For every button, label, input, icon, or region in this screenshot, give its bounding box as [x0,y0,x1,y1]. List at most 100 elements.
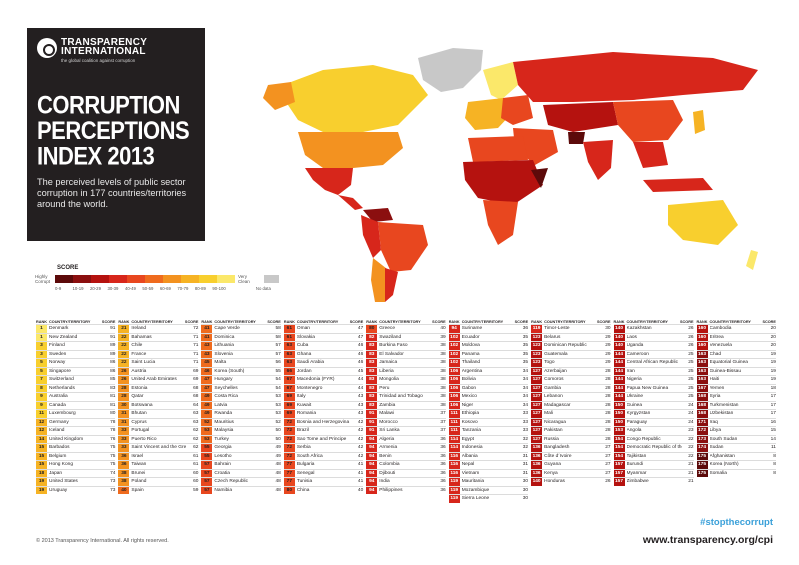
header-country: COUNTRY/TERRITORY [214,320,256,324]
column-header: RANK COUNTRY/TERRITORY SCORE [36,318,115,324]
rank-cell: 127 [531,427,543,435]
table-row: 83 Liberia 38 [366,366,446,375]
table-row: 123 Guatemala 29 [531,349,611,358]
table-row: 127 Lebanon 28 [531,392,611,401]
score-cell: 8 [773,470,776,476]
legend-swatch [109,275,127,283]
rank-cell: 157 [613,478,625,486]
column-header: RANK COUNTRY/TERRITORY SCORE [118,318,198,324]
table-row: 11 Luxembourg 80 [36,409,116,418]
ranking-tables: RANK COUNTRY/TERRITORY SCORE 1 Denmark 91 1 New… [36,318,776,503]
score-cell: 25 [688,394,694,399]
country-cell: Togo [544,360,555,365]
score-cell: 25 [688,360,694,365]
score-cell: 91 [110,326,116,331]
country-cell: Suriname [461,326,483,331]
country-cell: Haiti [709,377,720,382]
country-cell: Japan [49,470,63,476]
rank-cell: 94 [366,435,378,443]
table-row: 36 Israel 61 [118,451,199,460]
rank-cell: 144 [613,384,625,392]
legend-ticks: 0-9 10-19 20-29 30-39 40-49 50-59 60-69 70-79 80… [55,286,285,291]
score-cell: 49 [275,445,281,450]
score-cell: 60 [193,479,199,484]
map-andes [361,215,381,258]
score-cell: 69 [193,377,199,382]
table-row: 3 Sweden 89 [36,349,116,358]
rank-cell: 83 [366,376,378,384]
score-cell: 20 [770,343,776,348]
table-row: 154 Congo Republic 22 [613,434,694,443]
table-row: 41 Cape Verde 58 [201,324,281,333]
country-cell: Greece [379,326,395,331]
table-row: 61 Oman 47 [283,324,364,333]
score-cell: 44 [357,377,364,382]
score-cell: 45 [357,368,364,374]
score-cell: 78 [110,419,116,425]
score-cell: 46 [357,343,364,348]
country-cell: Panama [461,351,480,357]
score-cell: 19 [770,368,776,374]
country-cell: Ghana [296,351,312,357]
table-row: 63 Ghana 46 [283,349,364,358]
score-cell: 38 [440,368,446,374]
country-cell: Switzerland [49,377,74,382]
country-cell: Mali [544,411,553,416]
score-cell: 34 [522,385,529,391]
table-row: 26 Austria 69 [118,366,199,375]
country-cell: Tanzania [461,428,481,433]
rank-cell: 22 [118,342,130,350]
score-cell: 71 [193,351,199,357]
country-cell: Ireland [131,326,147,331]
country-cell: Laos [626,334,637,340]
map-mexico [305,168,353,195]
country-cell: Israel [131,453,144,459]
rank-cell: 140 [531,478,543,486]
header-country: COUNTRY/TERRITORY [461,320,504,324]
table-row: 175 Somalia 8 [696,468,776,477]
table-row: 150 Guinea 24 [613,400,694,409]
country-cell: South Africa [296,453,323,459]
score-cell: 36 [440,453,446,459]
rank-cell: 175 [696,469,708,477]
header-country: COUNTRY/TERRITORY [49,320,91,324]
table-row: 61 Slovakia 47 [283,332,364,341]
table-row: 43 Slovenia 57 [201,349,281,358]
score-cell: 35 [522,351,529,357]
country-cell: Australia [49,394,68,399]
rank-cell: 11 [36,410,47,418]
country-cell: Seychelles [214,385,238,391]
rank-cell: 106 [448,367,460,375]
column-header: RANK COUNTRY/TERRITORY SCORE [449,318,528,324]
hashtag-link[interactable]: #stopthecorrupt [700,517,773,528]
website-link[interactable]: www.transparency.org/cpi [642,534,773,546]
country-cell: Eritrea [709,334,724,340]
country-cell: Cambodia [709,326,732,331]
country-cell: Sri Lanka [379,428,400,433]
rank-cell: 116 [448,452,460,460]
rank-cell: 111 [448,418,460,426]
map-alaska [263,82,295,110]
table-row: 94 Colombia 36 [366,460,446,469]
rank-cell: 127 [531,393,543,401]
score-cell: 62 [193,436,199,442]
score-cell: 28 [605,436,611,442]
country-cell: Nicaragua [544,419,566,425]
column-header: RANK COUNTRY/TERRITORY SCORE [697,318,776,324]
rank-cell: 1 [36,333,47,341]
score-cell: 25 [688,385,694,391]
country-cell: Dominican Republic [544,343,587,348]
rank-cell: 140 [613,333,625,341]
score-cell: 38 [440,351,446,357]
map-southeast-asia [633,142,668,168]
score-cell: 38 [440,360,446,365]
country-cell: Mauritius [214,419,234,425]
country-cell: Papua New Guinea [626,385,669,391]
table-row: 127 Nicaragua 28 [531,417,611,426]
score-cell: 36 [440,462,446,467]
score-cell: 29 [605,351,611,357]
header-rank: RANK [696,320,708,324]
country-cell: Puerto Rico [131,436,157,442]
rank-cell: 83 [366,367,378,375]
table-row: 119 Sierra Leone 30 [448,494,529,503]
